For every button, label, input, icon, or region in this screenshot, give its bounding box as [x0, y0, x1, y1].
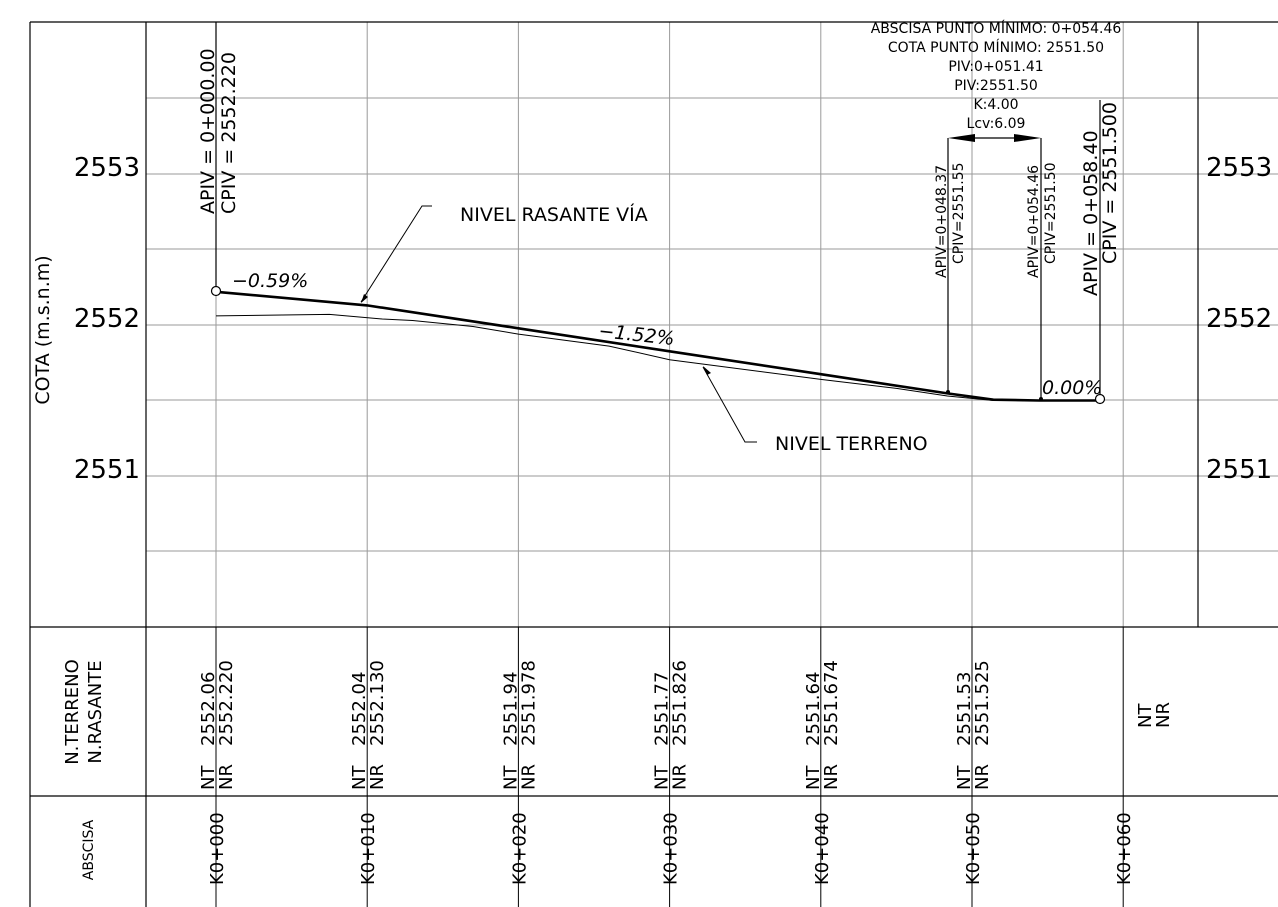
pcv-cpiv: CPIV=2551.55 — [951, 162, 967, 264]
curve-info-line: PIV:2551.50 — [954, 78, 1038, 94]
curve-info-line: ABSCISA PUNTO MÍNIMO: 0+054.46 — [871, 20, 1122, 37]
curve-info: ABSCISA PUNTO MÍNIMO: 0+054.46 COTA PUNT… — [871, 20, 1122, 132]
ptv-apiv: APIV=0+054.46 — [1026, 165, 1042, 278]
end-cpiv: CPIV = 2551.500 — [1099, 102, 1121, 264]
header-niveles-1: N.TERRENO — [62, 659, 83, 765]
cota-tick-left: 2553 — [74, 153, 140, 183]
nt-prefix: NT — [1135, 703, 1156, 728]
label-nivel-rasante: NIVEL RASANTE VÍA — [460, 203, 648, 226]
nt-value: 2551.64 — [803, 672, 824, 746]
grid — [146, 22, 1278, 907]
abscisa-label: K0+020 — [509, 812, 530, 885]
end-apiv: APIV = 0+058.40 — [1080, 130, 1102, 296]
pcv-apiv: APIV=0+048.37 — [934, 165, 950, 278]
nr-value: 2551.674 — [821, 660, 842, 746]
nt-prefix: NT — [500, 765, 521, 790]
nt-value: 2551.94 — [500, 672, 521, 746]
nt-value: 2551.53 — [954, 672, 975, 746]
nr-prefix: NR — [821, 764, 842, 790]
cota-tick-right: 2552 — [1206, 304, 1272, 334]
nt-prefix: NT — [803, 765, 824, 790]
nr-prefix: NR — [670, 764, 691, 790]
nt-prefix: NT — [652, 765, 673, 790]
nr-prefix: NR — [367, 764, 388, 790]
curve-info-line: Lcv:6.09 — [967, 116, 1026, 132]
slope-label-1: −0.59% — [232, 270, 308, 292]
abscisa-label: K0+030 — [661, 812, 682, 885]
nr-value: 2551.826 — [670, 660, 691, 746]
nt-prefix: NT — [954, 765, 975, 790]
abscisa-label: K0+000 — [207, 812, 228, 885]
curve-info-line: K:4.00 — [973, 97, 1018, 113]
nr-prefix: NR — [216, 764, 237, 790]
road-grade-line — [215, 290, 1099, 402]
frame — [29, 21, 1278, 907]
abscisa-label: K0+010 — [358, 812, 379, 885]
curve-info-line: COTA PUNTO MÍNIMO: 2551.50 — [888, 39, 1104, 56]
nr-value: 2552.220 — [216, 660, 237, 746]
label-nivel-terreno: NIVEL TERRENO — [775, 433, 928, 455]
nt-value: 2551.77 — [652, 672, 673, 746]
cota-tick-left: 2551 — [74, 455, 140, 485]
header-abscisa: ABSCISA — [81, 819, 97, 880]
nr-prefix: NR — [972, 764, 993, 790]
abscisa-label: K0+040 — [812, 812, 833, 885]
nt-prefix: NT — [198, 765, 219, 790]
cota-tick-left: 2552 — [74, 304, 140, 334]
nr-value: 2551.525 — [972, 660, 993, 746]
nt-prefix: NT — [349, 765, 370, 790]
elevation-ticks: 2553 2553 2552 2552 2551 2551 — [74, 153, 1272, 485]
piv-markers — [210, 22, 1106, 405]
abscisa-label: K0+060 — [1114, 812, 1135, 885]
nr-value: 2551.978 — [518, 660, 539, 746]
start-apiv: APIV = 0+000.00 — [197, 48, 219, 214]
axis-label-cota: COTA (m.s.n.m) — [32, 255, 54, 404]
nt-value: 2552.04 — [349, 672, 370, 746]
nt-value: 2552.06 — [198, 672, 219, 746]
slope-label-3: 0.00% — [1042, 377, 1102, 399]
nr-prefix: NR — [1153, 702, 1174, 728]
curve-info-line: PIV:0+051.41 — [948, 59, 1043, 75]
leader-lines — [360, 205, 757, 443]
nr-prefix: NR — [518, 764, 539, 790]
cota-tick-right: 2553 — [1206, 153, 1272, 183]
ptv-cpiv: CPIV=2551.50 — [1043, 162, 1059, 264]
cota-tick-right: 2551 — [1206, 455, 1272, 485]
start-cpiv: CPIV = 2552.220 — [218, 52, 240, 214]
abscisa-label: K0+050 — [963, 812, 984, 885]
nr-value: 2552.130 — [367, 660, 388, 746]
station-table: K0+000NTNR2552.062552.220K0+010NTNR2552.… — [198, 660, 1174, 885]
header-niveles-2: N.RASANTE — [85, 660, 106, 763]
